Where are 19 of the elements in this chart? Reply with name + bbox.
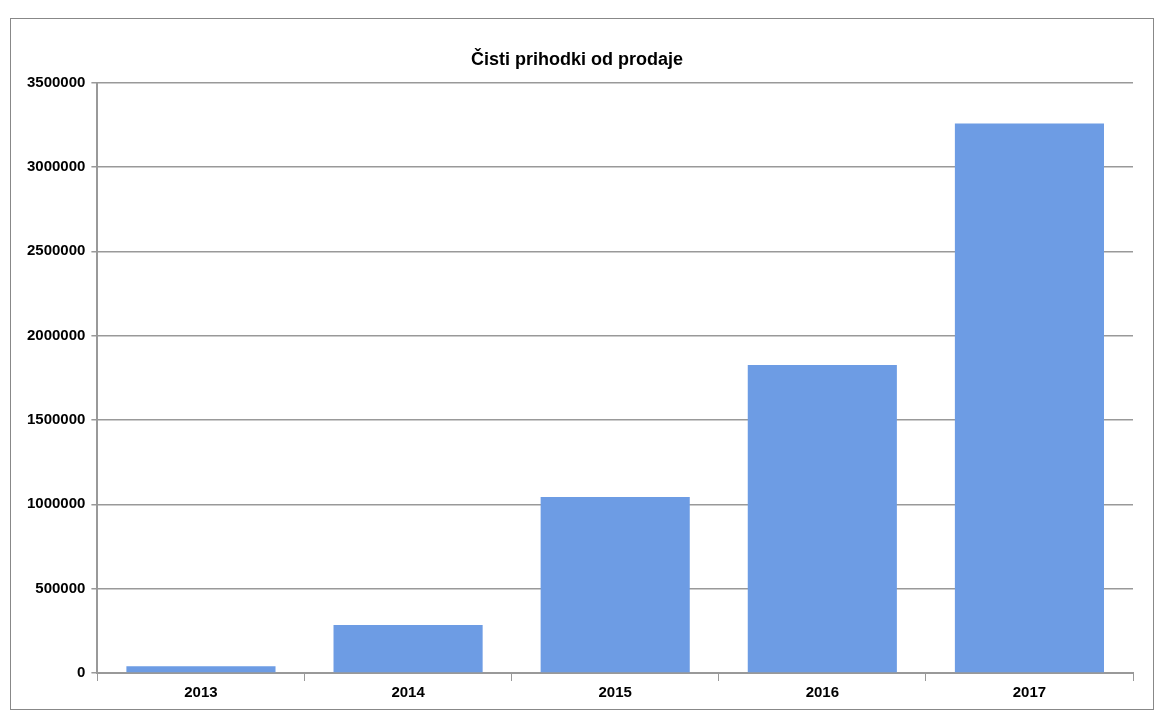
x-tick-label: 2017	[1012, 683, 1047, 701]
bar	[747, 364, 897, 673]
y-tick-label: 3000000	[26, 157, 86, 175]
y-tick-label: 2500000	[26, 241, 86, 259]
chart-title: Čisti prihodki od prodaje	[470, 47, 684, 69]
y-tick-label: 3500000	[26, 72, 86, 90]
bar	[540, 497, 690, 673]
y-tick-label: 500000	[35, 578, 86, 596]
x-tick-label: 2014	[391, 683, 426, 701]
y-tick-label: 0	[77, 663, 86, 681]
y-tick-label: 2000000	[26, 325, 86, 343]
x-tick-label: 2013	[184, 683, 218, 701]
bar	[954, 123, 1104, 673]
bar	[333, 624, 483, 673]
y-tick-label: 1000000	[26, 494, 86, 512]
y-tick-label: 1500000	[26, 410, 86, 428]
bar	[126, 666, 276, 673]
x-tick-label: 2016	[805, 683, 840, 701]
x-tick-label: 2015	[598, 683, 632, 701]
